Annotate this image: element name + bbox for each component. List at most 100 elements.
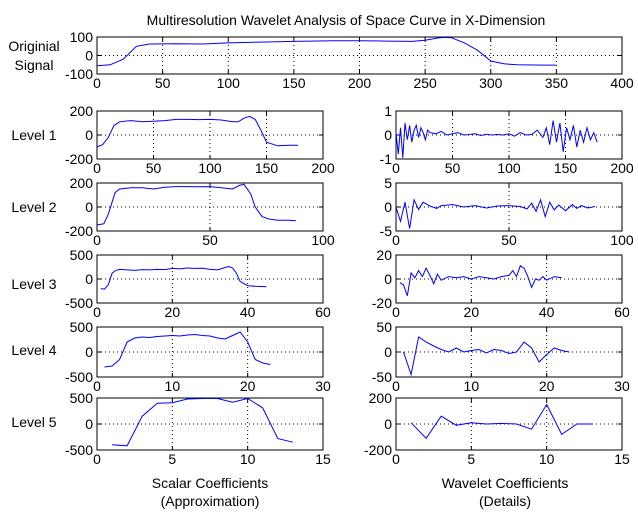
y-tick-label: 500: [70, 247, 94, 263]
y-tick-label: -200: [65, 151, 93, 167]
x-tick-label: 0: [93, 75, 101, 91]
y-tick-label: 500: [70, 319, 94, 335]
row-label: Level 2: [11, 199, 56, 215]
y-tick-label: -500: [65, 295, 93, 311]
y-tick-label: 0: [85, 416, 93, 432]
x-tick-label: 0: [93, 232, 101, 248]
x-tick-label: 250: [413, 75, 437, 91]
row-label: Signal: [15, 57, 54, 73]
y-tick-label: 0: [85, 48, 93, 64]
x-tick-label: 50: [146, 160, 162, 176]
x-tick-label: 0: [392, 378, 400, 394]
x-tick-label: 350: [545, 75, 569, 91]
xlabel-left-line2: (Approximation): [161, 493, 260, 509]
row-label: Originial: [8, 38, 59, 54]
x-tick-label: 200: [610, 160, 634, 176]
xlabel-left-line1: Scalar Coefficients: [152, 475, 268, 491]
x-tick-label: 300: [479, 75, 503, 91]
x-tick-label: 10: [464, 378, 480, 394]
x-tick-label: 60: [315, 304, 331, 320]
x-tick-label: 30: [315, 378, 331, 394]
row-label: Level 4: [11, 342, 56, 358]
x-tick-label: 0: [392, 232, 400, 248]
series-line: [96, 36, 557, 67]
x-tick-label: 5: [168, 451, 176, 467]
y-tick-label: 0: [85, 127, 93, 143]
x-tick-label: 5: [467, 451, 475, 467]
x-tick-label: 20: [240, 378, 256, 394]
y-tick-label: 200: [70, 175, 94, 191]
series-line: [104, 331, 271, 368]
x-tick-label: 50: [445, 160, 461, 176]
series-line: [403, 336, 570, 377]
y-tick-label: -1: [380, 151, 393, 167]
y-tick-label: 0: [384, 271, 392, 287]
y-tick-label: -100: [65, 66, 93, 82]
xlabel-right-line1: Wavelet Coefficients: [442, 475, 569, 491]
x-tick-label: 60: [614, 304, 630, 320]
y-tick-label: 100: [70, 29, 94, 45]
panel-2: 0 50 100 150 200-101: [380, 103, 634, 176]
row-label: Level 1: [11, 127, 56, 143]
panels: 0 50 100 150 200 250 300 350 400-1000100Originia…: [8, 29, 634, 467]
y-tick-label: 0: [384, 199, 392, 215]
x-tick-label: 400: [610, 75, 634, 91]
y-tick-label: 20: [376, 247, 392, 263]
panel-4: 0 50 100-505: [380, 175, 634, 248]
x-tick-label: 0: [93, 378, 101, 394]
x-tick-label: 150: [255, 160, 279, 176]
y-tick-label: -500: [65, 369, 93, 385]
x-tick-label: 100: [610, 232, 634, 248]
y-tick-label: 0: [384, 416, 392, 432]
y-tick-label: -500: [65, 442, 93, 458]
y-tick-label: 0: [85, 271, 93, 287]
y-tick-label: -50: [372, 369, 392, 385]
x-tick-label: 10: [539, 451, 555, 467]
row-label: Level 3: [11, 276, 56, 292]
series-line: [399, 265, 562, 296]
x-tick-label: 100: [198, 160, 222, 176]
y-tick-label: 1: [384, 103, 392, 119]
series-line: [100, 265, 267, 290]
x-tick-label: 30: [614, 378, 630, 394]
x-tick-label: 20: [539, 378, 555, 394]
x-tick-label: 20: [464, 304, 480, 320]
y-tick-label: 200: [70, 103, 94, 119]
y-tick-label: 50: [376, 319, 392, 335]
x-tick-label: 40: [240, 304, 256, 320]
y-tick-label: -5: [380, 223, 393, 239]
y-tick-label: 5: [384, 175, 392, 191]
y-tick-label: 500: [70, 390, 94, 406]
x-tick-label: 15: [315, 451, 331, 467]
y-tick-label: 0: [85, 199, 93, 215]
panel-0: 0 50 100 150 200 250 300 350 400-1000100Originia…: [8, 29, 634, 91]
y-tick-label: 200: [369, 390, 393, 406]
y-tick-label: 0: [85, 344, 93, 360]
x-tick-label: 0: [93, 451, 101, 467]
series-line: [96, 183, 296, 226]
series-line: [410, 403, 592, 440]
x-tick-label: 0: [93, 304, 101, 320]
y-tick-label: -200: [364, 442, 392, 458]
figure-title: Multiresolution Wavelet Analysis of Spac…: [147, 12, 546, 28]
y-tick-label: 0: [384, 127, 392, 143]
x-tick-label: 50: [202, 232, 218, 248]
series-line: [395, 120, 598, 158]
x-tick-label: 0: [392, 304, 400, 320]
x-tick-label: 10: [165, 378, 181, 394]
x-tick-label: 200: [311, 160, 335, 176]
series-line: [96, 115, 299, 148]
x-tick-label: 0: [93, 160, 101, 176]
panel-frame: [96, 36, 623, 75]
x-tick-label: 50: [501, 232, 517, 248]
x-tick-label: 150: [554, 160, 578, 176]
x-tick-label: 10: [240, 451, 256, 467]
series-line: [112, 397, 294, 447]
